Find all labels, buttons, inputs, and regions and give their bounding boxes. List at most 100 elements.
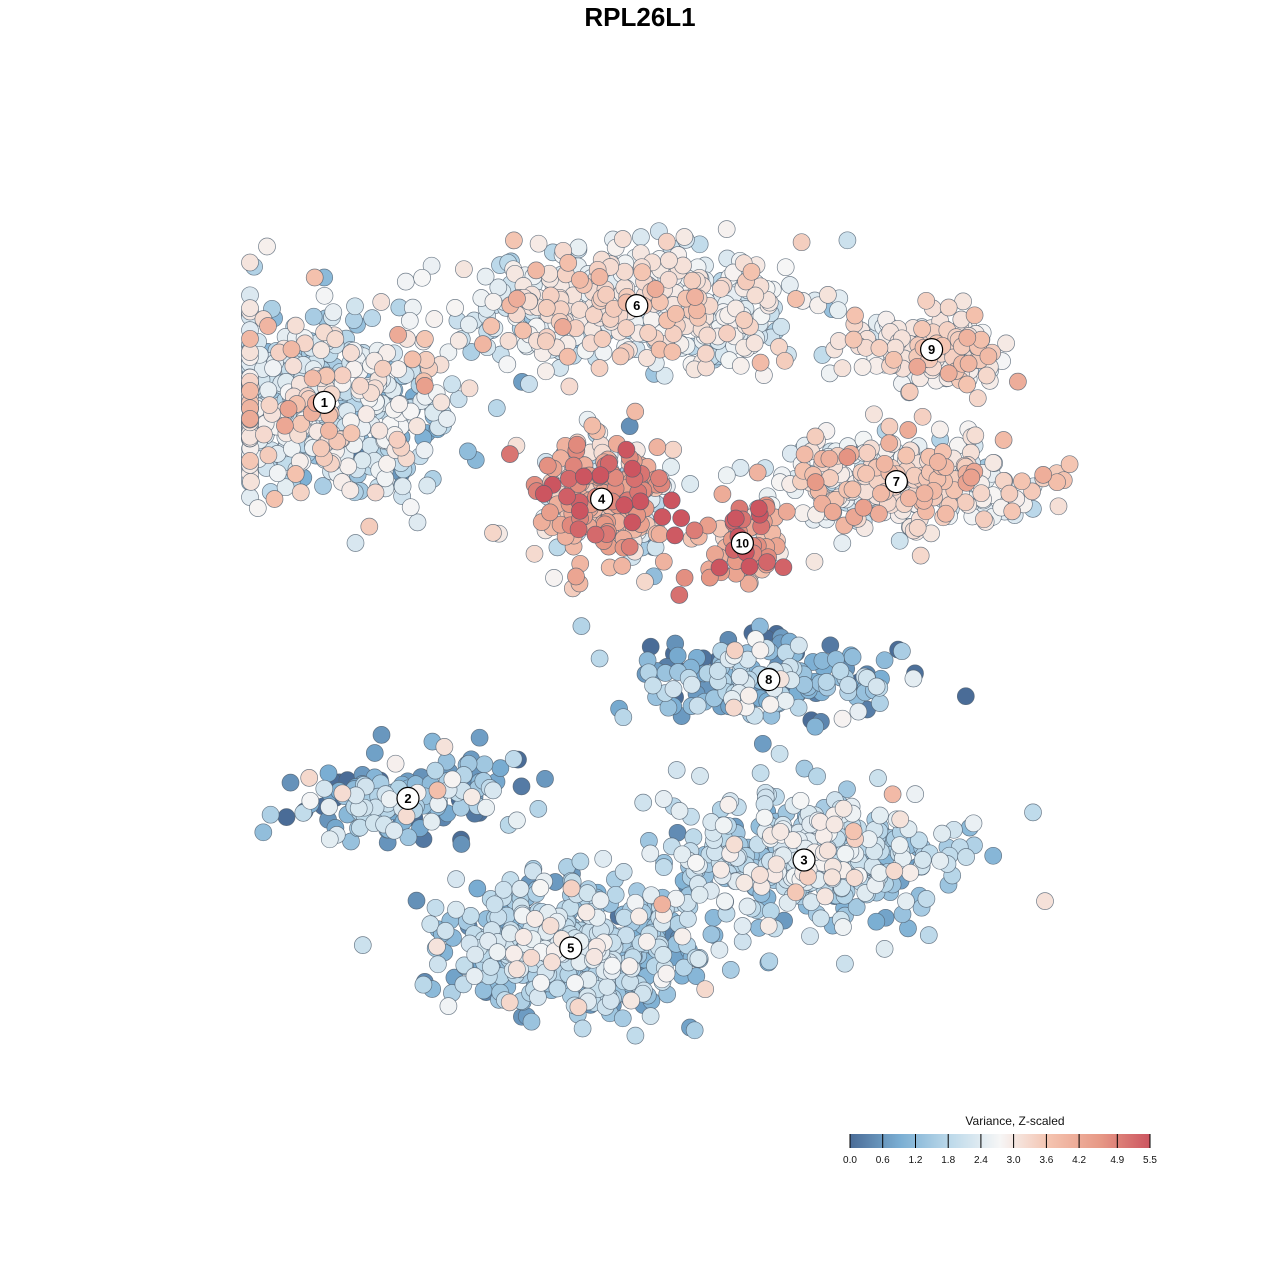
data-point xyxy=(770,744,789,763)
data-point xyxy=(324,303,343,322)
data-point xyxy=(670,802,689,820)
data-point xyxy=(422,256,441,275)
data-point xyxy=(614,708,633,727)
data-point xyxy=(414,975,433,994)
data-point xyxy=(972,484,991,503)
data-point xyxy=(428,937,446,956)
data-point xyxy=(534,485,553,503)
data-point xyxy=(466,945,485,964)
data-point xyxy=(506,264,524,283)
legend-tick-label: 3.0 xyxy=(1007,1155,1021,1166)
data-point xyxy=(845,869,864,887)
data-point xyxy=(740,686,758,705)
data-point xyxy=(776,691,795,710)
data-point xyxy=(931,420,949,439)
data-point xyxy=(320,421,338,440)
data-point xyxy=(710,940,729,959)
data-point xyxy=(562,879,581,898)
data-point xyxy=(913,407,932,426)
data-point xyxy=(511,880,530,898)
data-point xyxy=(653,508,672,526)
cluster-label-text: 1 xyxy=(321,395,328,410)
data-point xyxy=(320,798,338,816)
data-point xyxy=(520,375,538,393)
cluster-label-badge xyxy=(312,390,336,414)
data-point xyxy=(541,916,560,935)
data-point xyxy=(586,525,605,544)
legend-tick-label: 1.8 xyxy=(941,1155,955,1166)
data-point xyxy=(834,799,853,818)
data-point xyxy=(675,568,694,587)
data-point xyxy=(719,796,738,814)
data-point xyxy=(917,291,936,310)
data-point xyxy=(771,822,790,841)
data-point xyxy=(485,895,504,914)
legend-tick-label: 2.4 xyxy=(974,1155,988,1166)
data-point xyxy=(964,814,983,833)
data-point xyxy=(857,464,875,483)
data-point xyxy=(819,286,837,304)
data-point xyxy=(831,662,850,680)
data-point xyxy=(708,662,727,680)
data-point xyxy=(499,332,518,350)
cluster-label-badge xyxy=(757,667,781,692)
data-point xyxy=(617,926,636,945)
data-point xyxy=(435,738,454,756)
data-point xyxy=(666,526,684,545)
data-point xyxy=(688,696,707,715)
data-point xyxy=(541,503,559,522)
data-point xyxy=(460,315,478,334)
data-point xyxy=(573,1019,592,1038)
data-point xyxy=(906,785,925,803)
data-point xyxy=(591,891,610,910)
data-point xyxy=(875,940,894,958)
data-point xyxy=(702,925,721,944)
data-point xyxy=(957,848,975,866)
data-point xyxy=(449,390,468,409)
data-point xyxy=(740,557,759,576)
data-point xyxy=(633,263,652,282)
data-point xyxy=(593,330,612,348)
data-point xyxy=(731,668,749,686)
data-point xyxy=(958,328,977,347)
data-point xyxy=(811,812,829,831)
data-point xyxy=(522,948,541,967)
data-point xyxy=(908,357,927,376)
data-point xyxy=(673,927,692,946)
data-point xyxy=(1034,466,1053,484)
data-point xyxy=(795,445,814,464)
data-point xyxy=(825,815,844,834)
data-point xyxy=(498,355,517,374)
data-point xyxy=(397,807,416,825)
data-point xyxy=(675,228,694,246)
data-point xyxy=(865,405,883,424)
data-point xyxy=(531,879,550,897)
cluster-label-text: 10 xyxy=(736,537,750,551)
data-point xyxy=(357,405,376,424)
data-point xyxy=(791,791,810,810)
data-point xyxy=(436,922,455,940)
data-point xyxy=(901,863,920,882)
data-point xyxy=(484,292,503,311)
data-point xyxy=(590,649,609,668)
data-point xyxy=(320,830,339,849)
data-point xyxy=(786,883,805,902)
data-point xyxy=(638,932,656,951)
data-point xyxy=(432,393,451,412)
data-point xyxy=(646,280,665,298)
data-point xyxy=(721,961,740,979)
data-point xyxy=(241,299,259,317)
data-point xyxy=(543,953,561,971)
data-point xyxy=(418,476,437,495)
data-point xyxy=(378,454,396,473)
data-point xyxy=(659,270,678,289)
data-point xyxy=(829,301,847,320)
data-point xyxy=(389,360,408,379)
data-point xyxy=(679,910,697,928)
data-point xyxy=(915,484,934,503)
data-point xyxy=(421,915,440,933)
data-point xyxy=(805,552,824,571)
data-point xyxy=(648,438,667,456)
data-point xyxy=(428,781,447,800)
data-point xyxy=(685,1021,704,1040)
